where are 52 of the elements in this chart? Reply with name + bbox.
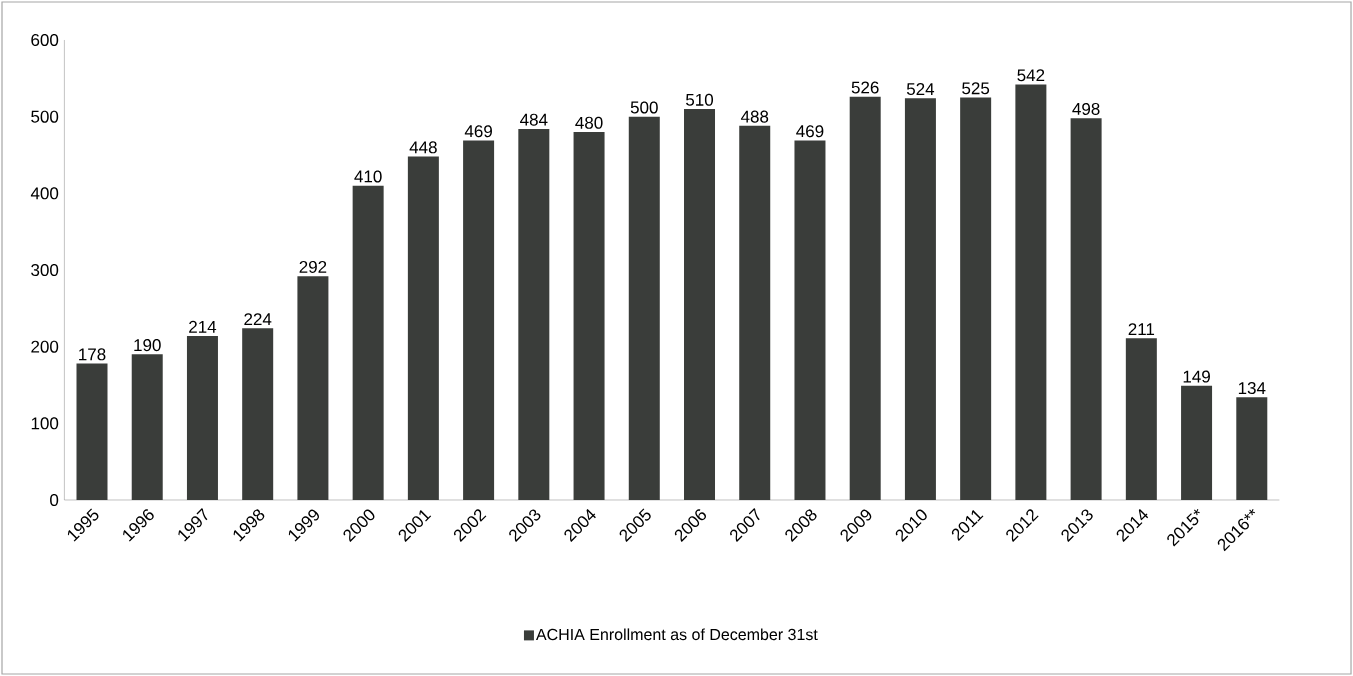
data-label: 488 [740,110,769,123]
y-tick-label: 200 [31,340,59,353]
data-label: 484 [520,113,548,126]
bar [186,335,218,500]
data-label: 448 [409,141,437,154]
y-tick-label: 100 [31,417,59,430]
data-label: 525 [962,82,990,95]
data-label: 510 [686,93,714,106]
bar [352,185,384,500]
y-tick-label: 300 [31,263,59,277]
bar [76,363,108,500]
data-label: 410 [354,170,382,183]
y-tick-label: 400 [30,187,59,200]
bar [1015,84,1047,500]
bar [573,131,605,500]
bar [684,108,716,500]
bar [242,328,274,500]
data-label: 224 [244,313,272,326]
data-label: 214 [189,320,217,333]
bar [1070,118,1102,500]
legend-label: ACHIA Enrollment as of December 31st [535,628,818,641]
bar [407,156,439,500]
bar [739,125,771,500]
bar [904,98,936,500]
data-label: 149 [1183,370,1210,383]
bar [1236,397,1268,500]
bar [960,97,992,500]
bar [1125,338,1157,500]
data-label: 480 [575,116,603,129]
data-label: 526 [851,81,879,94]
bar [628,116,660,500]
bar [794,140,826,500]
bar [131,354,163,500]
data-label: 500 [630,101,658,114]
bar [463,140,495,500]
data-label: 498 [1072,102,1100,115]
data-label: 292 [299,260,327,273]
bar [518,128,550,500]
data-label: 190 [134,339,161,352]
data-label: 469 [464,125,492,138]
bar [849,96,881,500]
bar [297,276,329,500]
data-label: 211 [1128,323,1155,336]
data-label: 542 [1017,69,1045,82]
data-label: 178 [79,348,106,361]
y-tick-label: 500 [31,110,59,123]
y-tick-label: 0 [50,493,59,507]
data-label: 469 [796,125,824,138]
data-label: 524 [906,83,935,96]
bar [1181,385,1213,500]
y-tick-label: 600 [31,33,59,47]
data-label: 134 [1238,382,1266,395]
